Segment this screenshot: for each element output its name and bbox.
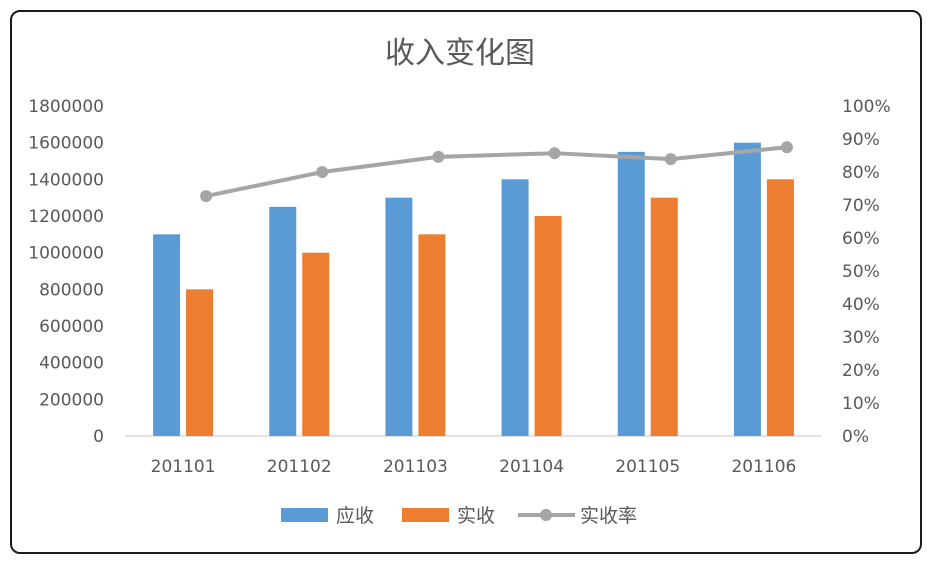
legend-swatch xyxy=(402,508,449,522)
legend-marker xyxy=(540,509,552,521)
chart-title: 收入变化图 xyxy=(385,36,535,71)
x-tick-label: 201103 xyxy=(383,457,448,477)
rate-point xyxy=(432,150,445,163)
rate-line-path xyxy=(205,145,788,199)
y-right-tick-label: 30% xyxy=(842,328,880,348)
rate-point xyxy=(780,141,793,154)
y-right-tick-label: 70% xyxy=(842,196,880,216)
bar-receivable xyxy=(269,206,297,436)
y-right-tick-label: 80% xyxy=(842,163,880,183)
y-right-tick-label: 10% xyxy=(842,394,880,414)
x-tick-label: 201104 xyxy=(499,457,564,477)
y-left-tick-label: 800000 xyxy=(39,280,104,300)
bars xyxy=(153,142,794,437)
rate-line xyxy=(200,141,793,203)
rate-point xyxy=(664,153,677,166)
bar-received xyxy=(650,197,678,436)
y-right-tick-label: 100% xyxy=(842,97,891,117)
y-left-tick-label: 1000000 xyxy=(28,244,104,264)
legend-label: 实收 xyxy=(457,505,495,527)
x-tick-label: 201106 xyxy=(731,457,796,477)
bar-receivable xyxy=(385,197,413,436)
legend-swatch xyxy=(281,508,328,522)
y-right-tick-label: 90% xyxy=(842,130,880,150)
bar-received xyxy=(534,216,562,436)
bar-received xyxy=(418,234,446,436)
x-tick-label: 201102 xyxy=(267,457,332,477)
y-left-tick-label: 400000 xyxy=(39,354,104,374)
legend-label: 应收 xyxy=(336,505,374,527)
legend-label: 实收率 xyxy=(580,505,637,527)
x-tick-label: 201101 xyxy=(151,457,216,477)
bar-receivable xyxy=(153,234,181,436)
y-right-tick-label: 0% xyxy=(842,427,869,447)
bar-received xyxy=(302,252,330,436)
y-right-tick-label: 20% xyxy=(842,361,880,381)
rate-point xyxy=(200,190,213,203)
y-right-tick-label: 60% xyxy=(842,229,880,249)
bar-receivable xyxy=(501,179,529,437)
y-left-tick-label: 1400000 xyxy=(28,170,104,190)
legend: 应收 实收 实收率 xyxy=(281,505,637,527)
y-left-tick-label: 200000 xyxy=(39,390,104,410)
y-right-tick-label: 50% xyxy=(842,262,880,282)
y-left-tick-label: 1600000 xyxy=(28,134,104,154)
y-left-tick-label: 600000 xyxy=(39,317,104,337)
y-left-tick-label: 1800000 xyxy=(28,97,104,117)
rate-point xyxy=(316,166,329,178)
bar-receivable xyxy=(617,151,645,437)
y-right-tick-label: 40% xyxy=(842,295,880,315)
axes: 0 200000 400000 600000 800000 1000000 1200000 1… xyxy=(28,97,890,477)
bar-receivable xyxy=(733,142,761,436)
bar-received xyxy=(186,289,214,436)
y-left-tick-label: 1200000 xyxy=(28,207,104,227)
rate-point xyxy=(548,147,561,160)
bar-received xyxy=(766,179,794,437)
x-tick-label: 201105 xyxy=(615,457,680,477)
y-left-tick-label: 0 xyxy=(93,427,104,447)
